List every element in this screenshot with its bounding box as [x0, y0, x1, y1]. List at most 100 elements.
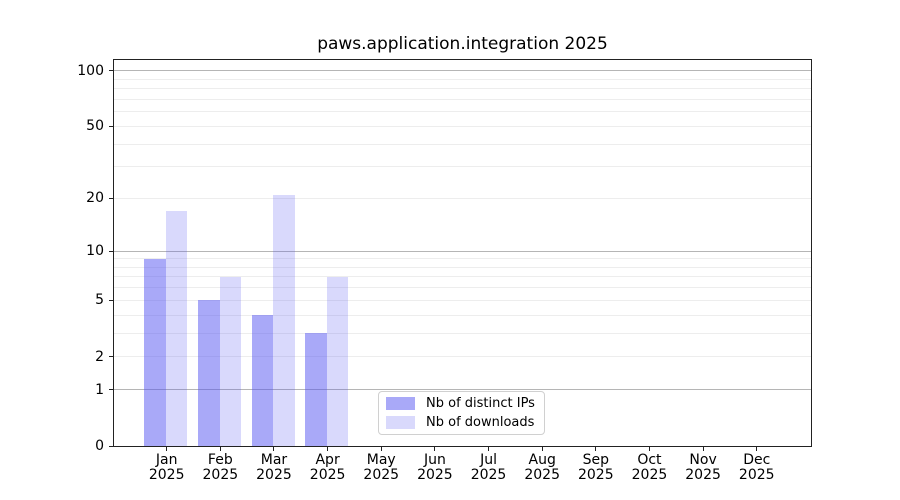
gridline-major-1: [114, 389, 811, 391]
x-tick-month-dec: Dec: [743, 452, 771, 468]
y-tick-mark-50: [109, 125, 114, 127]
x-tick-mark-sep: [595, 446, 597, 451]
gridline-minor-3: [114, 332, 811, 334]
gridline-minor-2: [114, 356, 811, 358]
x-tick-label-feb: Feb 2025: [188, 453, 252, 483]
x-tick-month-mar: Mar: [260, 452, 288, 468]
gridline-minor-9: [114, 258, 811, 260]
x-tick-month-apr: Apr: [315, 452, 340, 468]
y-tick-label-20: 20: [86, 190, 104, 207]
gridline-minor-90: [114, 78, 811, 80]
legend: Nb of distinct IPs Nb of downloads: [378, 391, 545, 435]
x-tick-year-sep: 2025: [577, 467, 614, 483]
x-tick-label-apr: Apr 2025: [296, 453, 360, 483]
x-tick-year-feb: 2025: [202, 467, 239, 483]
gridline-major-100: [114, 70, 811, 72]
gridline-minor-40: [114, 143, 811, 145]
bar-distinct-ips-apr: [305, 333, 327, 446]
y-tick-mark-1: [109, 389, 114, 391]
gridline-minor-60: [114, 111, 811, 113]
x-tick-month-jun: Jun: [423, 452, 446, 468]
x-tick-mark-aug: [541, 446, 543, 451]
y-tick-label-2: 2: [95, 348, 104, 365]
legend-item-distinct-ips: Nb of distinct IPs: [386, 396, 544, 411]
x-tick-mark-feb: [219, 446, 221, 451]
x-tick-year-oct: 2025: [631, 467, 668, 483]
y-tick-mark-10: [109, 250, 114, 252]
gridline-minor-7: [114, 276, 811, 278]
x-tick-month-jan: Jan: [155, 452, 178, 468]
bars-layer: [114, 60, 811, 446]
y-tick-label-5: 5: [95, 292, 104, 309]
y-tick-mark-5: [109, 299, 114, 301]
y-tick-label-10: 10: [86, 243, 104, 260]
x-tick-year-apr: 2025: [309, 467, 346, 483]
bar-downloads-mar: [273, 194, 295, 446]
x-tick-year-mar: 2025: [256, 467, 292, 483]
bar-downloads-apr: [326, 276, 349, 446]
x-tick-year-jun: 2025: [417, 467, 453, 483]
legend-item-downloads: Nb of downloads: [386, 414, 544, 430]
y-tick-mark-100: [109, 70, 114, 72]
x-tick-mark-jul: [488, 446, 490, 451]
x-tick-mark-jan: [166, 446, 168, 451]
legend-swatch-distinct-ips: [386, 397, 415, 410]
y-tick-mark-2: [109, 356, 114, 358]
y-tick-label-50: 50: [86, 118, 104, 135]
gridline-minor-4: [114, 314, 811, 316]
legend-label-downloads: Nb of downloads: [426, 414, 535, 430]
x-tick-mark-nov: [702, 446, 704, 451]
grid-layer: [114, 60, 811, 446]
x-tick-mark-jun: [434, 446, 436, 451]
gridline-minor-5: [114, 299, 811, 301]
gridline-minor-30: [114, 166, 811, 168]
x-tick-month-aug: Aug: [528, 452, 556, 468]
gridline-minor-50: [114, 125, 811, 127]
y-tick-label-1: 1: [95, 381, 104, 398]
x-tick-year-aug: 2025: [524, 467, 560, 483]
x-tick-month-sep: Sep: [582, 452, 609, 468]
gridline-minor-80: [114, 88, 811, 90]
plot-area: 0 1 2 5 10 20 50 100 Jan 2025 Feb 2025 Mar 2025 Apr 202…: [77, 59, 812, 483]
x-tick-label-sep: Sep 2025: [564, 453, 628, 483]
y-tick-mark-0: [109, 445, 114, 447]
x-tick-label-may: May 2025: [349, 453, 413, 483]
x-tick-month-nov: Nov: [689, 452, 717, 468]
x-tick-month-feb: Feb: [207, 452, 233, 468]
y-tick-label-100: 100: [77, 62, 104, 79]
gridline-minor-70: [114, 98, 811, 100]
axis-layer: 0 1 2 5 10 20 50 100 Jan 2025 Feb 2025 Mar 2025 Apr 202…: [77, 60, 811, 483]
legend-swatch-downloads: [386, 416, 415, 429]
x-tick-year-nov: 2025: [685, 467, 721, 483]
gridline-minor-6: [114, 287, 811, 289]
bar-distinct-ips-mar: [251, 315, 274, 446]
x-tick-label-aug: Aug 2025: [510, 453, 574, 483]
chart-title: paws.application.integration 2025: [317, 34, 608, 54]
x-tick-month-may: May: [366, 452, 396, 468]
x-tick-year-may: 2025: [363, 467, 400, 483]
x-tick-mark-may: [380, 446, 382, 451]
x-tick-label-jul: Jul 2025: [457, 453, 521, 483]
x-tick-mark-apr: [327, 446, 329, 451]
x-tick-label-jan: Jan 2025: [135, 453, 199, 483]
bar-downloads-feb: [219, 276, 242, 446]
bar-distinct-ips-feb: [197, 300, 220, 446]
x-tick-label-jun: Jun 2025: [403, 453, 467, 483]
x-tick-year-jan: 2025: [148, 467, 185, 483]
x-tick-year-jul: 2025: [470, 467, 507, 483]
gridline-minor-20: [114, 197, 811, 199]
x-tick-month-jul: Jul: [480, 452, 497, 468]
gridline-major-10: [114, 250, 811, 252]
x-tick-label-nov: Nov 2025: [671, 453, 735, 483]
x-tick-label-mar: Mar 2025: [242, 453, 306, 483]
bar-distinct-ips-jan: [144, 258, 166, 446]
x-tick-month-oct: Oct: [637, 452, 662, 468]
x-tick-mark-mar: [273, 446, 275, 451]
y-tick-label-0: 0: [95, 438, 104, 454]
x-tick-label-dec: Dec 2025: [725, 453, 789, 483]
y-tick-mark-20: [109, 197, 114, 199]
x-tick-mark-oct: [648, 446, 650, 451]
x-tick-year-dec: 2025: [738, 467, 775, 483]
bar-downloads-jan: [165, 211, 188, 446]
